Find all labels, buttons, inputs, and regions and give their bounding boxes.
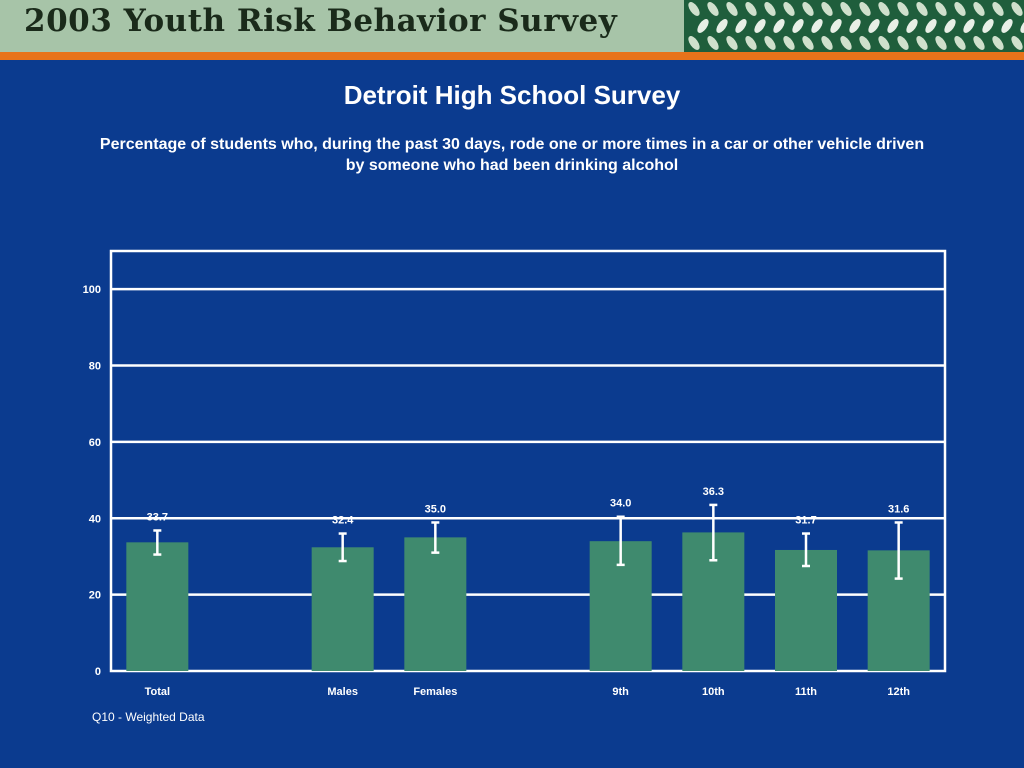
leaf-icon — [802, 2, 814, 16]
leaf-icon — [992, 36, 1004, 50]
leaf-icon — [963, 19, 975, 33]
chart-subtitle: Percentage of students who, during the p… — [99, 136, 925, 174]
leaf-icon — [764, 2, 776, 16]
leaf-icon — [735, 19, 747, 33]
leaf-icon — [830, 19, 842, 33]
y-tick-label: 60 — [89, 437, 101, 449]
footnote: Q10 - Weighted Data — [92, 710, 205, 724]
leaf-icon — [859, 2, 871, 16]
data-label: 35.0 — [425, 503, 446, 515]
leaf-icon — [821, 36, 833, 50]
leaf-icon — [707, 2, 719, 16]
leaf-icon — [754, 19, 766, 33]
leaf-icon — [859, 36, 871, 50]
data-label: 34.0 — [610, 498, 631, 510]
leaf-icon — [925, 19, 937, 33]
y-tick-label: 80 — [89, 361, 101, 373]
leaf-icon — [944, 19, 956, 33]
leaf-icon — [745, 36, 757, 50]
leaf-icon — [906, 19, 918, 33]
y-tick-label: 100 — [83, 284, 101, 296]
data-label: 33.7 — [147, 511, 168, 523]
y-tick-label: 40 — [89, 513, 101, 525]
leaf-icon — [897, 2, 909, 16]
bar — [775, 549, 837, 671]
leaf-icon — [935, 36, 947, 50]
bar — [126, 542, 189, 671]
header-banner: 2003 Youth Risk Behavior Survey — [0, 0, 1024, 52]
error-bar — [802, 532, 810, 568]
leaf-icon — [878, 2, 890, 16]
y-tick-label: 0 — [95, 666, 101, 678]
error-bar — [338, 532, 347, 563]
leaf-icon — [783, 2, 795, 16]
leaf-icon — [811, 19, 823, 33]
error-bar — [153, 529, 162, 556]
x-tick-label: Total — [145, 686, 170, 698]
leaf-icon — [821, 2, 833, 16]
chart-title: Detroit High School Survey — [343, 80, 681, 110]
leaf-icon — [688, 36, 700, 50]
leaf-icon — [973, 36, 985, 50]
leaf-icon — [792, 19, 804, 33]
bar — [311, 547, 374, 671]
error-bar — [894, 521, 903, 580]
leaf-icon — [726, 2, 738, 16]
data-label: 36.3 — [703, 486, 724, 498]
error-bar — [709, 503, 718, 562]
plot-frame — [109, 249, 947, 673]
orange-divider — [0, 52, 1024, 60]
leaf-icon — [1020, 19, 1024, 33]
data-label: 31.6 — [888, 503, 909, 515]
x-tick-label: 9th — [612, 686, 629, 698]
banner-title: 2003 Youth Risk Behavior Survey — [24, 3, 618, 39]
leaf-icon — [726, 36, 738, 50]
leaf-icon — [783, 36, 795, 50]
leaf-icon — [935, 2, 947, 16]
leaf-icon — [707, 36, 719, 50]
leaf-icon — [764, 36, 776, 50]
bar — [404, 537, 467, 671]
leaf-icon — [1001, 19, 1013, 33]
leaf-icon — [1011, 2, 1023, 16]
leaf-icon — [982, 19, 994, 33]
leaf-icon — [973, 2, 985, 16]
leaf-icon — [954, 2, 966, 16]
leaf-icon — [716, 19, 728, 33]
y-tick-label: 20 — [89, 590, 101, 602]
x-tick-label: 10th — [702, 686, 725, 698]
leaf-pattern-icon — [684, 0, 1024, 52]
leaf-icon — [916, 2, 928, 16]
x-tick-label: Females — [413, 686, 457, 698]
leaf-icon — [992, 2, 1004, 16]
leaf-icon — [849, 19, 861, 33]
leaf-icon — [773, 19, 785, 33]
error-bar — [431, 521, 440, 554]
leaf-icon — [868, 19, 880, 33]
leaf-icon — [840, 36, 852, 50]
x-tick-label: Males — [327, 686, 358, 698]
leaf-icon — [1011, 36, 1023, 50]
leaf-icon — [878, 36, 890, 50]
leaf-icon — [840, 2, 852, 16]
data-label: 31.7 — [795, 515, 816, 527]
leaf-icon — [897, 36, 909, 50]
x-tick-label: 12th — [887, 686, 910, 698]
x-tick-label: 11th — [795, 686, 817, 698]
leaf-icon — [916, 36, 928, 50]
leaf-icon — [697, 19, 709, 33]
error-bar — [616, 515, 625, 567]
leaf-icon — [802, 36, 814, 50]
leaf-icon — [887, 19, 899, 33]
leaf-icon — [688, 2, 700, 16]
leaf-icon — [745, 2, 757, 16]
leaf-icon — [954, 36, 966, 50]
data-label: 32.4 — [332, 515, 354, 527]
